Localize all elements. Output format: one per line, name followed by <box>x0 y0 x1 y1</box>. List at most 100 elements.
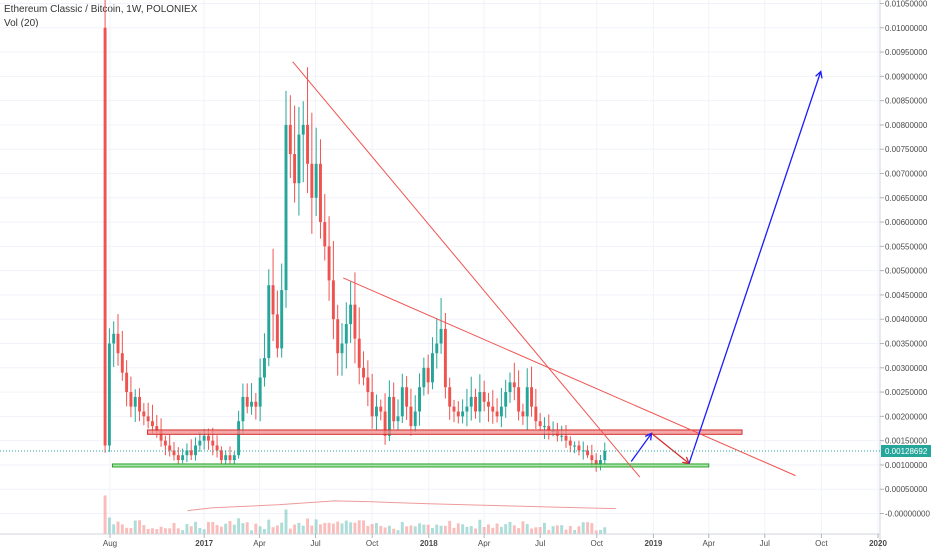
volume-bar <box>340 523 344 534</box>
volume-bar <box>125 527 129 534</box>
y-tick-label: 0.00900000 <box>885 72 928 81</box>
candle-body <box>469 396 473 407</box>
volume-bar <box>159 526 163 534</box>
candle-body <box>573 445 577 447</box>
volume-bar <box>176 528 180 534</box>
candle-body <box>168 445 172 451</box>
candle-body <box>293 154 297 184</box>
candle-body <box>271 285 275 315</box>
candle-body <box>349 304 353 325</box>
candle-body <box>138 396 142 412</box>
volume-bar <box>409 525 413 534</box>
volume-bar <box>573 530 577 534</box>
candle-body <box>504 392 508 407</box>
volume-bar <box>448 520 452 534</box>
grid-lines <box>0 0 880 534</box>
candle-body <box>103 27 107 446</box>
volume-bar <box>163 528 167 534</box>
volume-bar <box>508 521 512 534</box>
candle-body <box>387 396 391 436</box>
candle-body <box>254 401 258 407</box>
volume-bar <box>396 530 400 534</box>
x-tick-label: Apr <box>478 539 491 548</box>
y-tick-label: 0.00750000 <box>885 145 928 154</box>
candle-body <box>120 353 124 373</box>
y-tick-label: 0.00600000 <box>885 218 928 227</box>
levels <box>111 429 743 468</box>
volume-bar <box>379 525 383 534</box>
candle-body <box>112 333 116 344</box>
candle-body <box>146 416 150 422</box>
volume-bar <box>568 526 572 534</box>
projection-segment <box>651 432 690 464</box>
candle-body <box>181 455 185 461</box>
candle-body <box>250 401 254 407</box>
volume-bar <box>560 525 564 534</box>
candle-body <box>409 406 413 427</box>
y-tick-label: 0.00300000 <box>885 364 928 373</box>
volume-bar <box>534 527 538 534</box>
candle-body <box>603 450 607 461</box>
volume-bar <box>331 523 335 534</box>
volume-bar <box>181 530 185 534</box>
candle-body <box>336 319 340 354</box>
volume-bar <box>551 526 555 534</box>
x-tick-label: 2017 <box>195 539 213 548</box>
candle-body <box>392 396 396 422</box>
y-tick-label: 0.00950000 <box>885 48 928 57</box>
volume-bar <box>172 523 176 534</box>
volume-bar <box>504 524 508 534</box>
candle-body <box>538 421 542 427</box>
volume-bar <box>525 524 529 534</box>
volume-bar <box>129 528 133 534</box>
volume-bar <box>482 526 486 534</box>
y-tick-label: 0.00450000 <box>885 291 928 300</box>
y-tick-label: 0.00550000 <box>885 242 928 251</box>
volume-bar <box>439 525 443 534</box>
volume-bar <box>474 528 478 534</box>
volume-bar <box>228 521 232 534</box>
candle-body <box>379 406 383 412</box>
candle-body <box>215 445 219 451</box>
candle-body <box>366 377 370 393</box>
candle-body <box>202 435 206 441</box>
candle-body <box>306 124 310 164</box>
y-tick-label: 0.00350000 <box>885 340 928 349</box>
candle-body <box>211 440 215 446</box>
volume-bar <box>314 519 318 534</box>
candle-body <box>163 440 167 446</box>
volume-bar <box>542 522 546 534</box>
volume-bar <box>392 528 396 534</box>
candle-body <box>107 343 111 446</box>
trendline <box>343 277 796 477</box>
projection-segment <box>688 71 822 464</box>
volume-bar <box>275 525 279 534</box>
candle-body <box>486 401 490 407</box>
volume-bar <box>499 526 503 534</box>
volume-bar <box>452 527 456 534</box>
candle-body <box>185 450 189 456</box>
y-tick-label: 0.00100000 <box>885 461 928 470</box>
candle-body <box>426 367 430 383</box>
projection <box>630 70 823 465</box>
candle-body <box>586 450 590 456</box>
y-tick-label: -0.00000000 <box>885 510 930 519</box>
volume-bar <box>155 529 159 534</box>
volume-bar <box>150 528 154 534</box>
candle-body <box>452 406 456 412</box>
candle-body <box>353 304 357 339</box>
volume-bar <box>491 527 495 534</box>
volume-bar <box>564 529 568 534</box>
volume-bar <box>349 522 353 534</box>
y-tick-label: 0.00650000 <box>885 194 928 203</box>
candle-body <box>275 314 279 349</box>
volume-bar <box>194 521 198 534</box>
legend-volume: Vol (20) <box>4 18 39 29</box>
candle-body <box>340 343 344 354</box>
candle-body <box>262 358 266 378</box>
volume-bar <box>512 525 516 534</box>
candle-body <box>456 411 460 417</box>
candle-body <box>116 333 120 354</box>
candle-body <box>189 450 193 456</box>
